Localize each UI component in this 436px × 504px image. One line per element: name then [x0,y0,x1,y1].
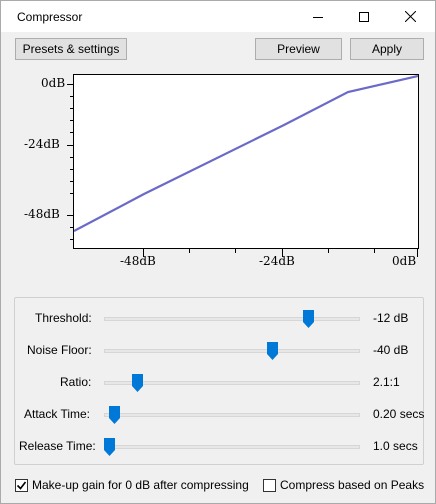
attack-time-label: Attack Time: [24,407,91,421]
noise-floor-label: Noise Floor: [27,343,92,357]
y-tick-label: -48dB [24,207,60,221]
makeup-gain-checkbox[interactable] [15,478,28,492]
y-tick-label: 0dB [41,76,66,90]
makeup-gain-label: Make-up gain for 0 dB after compressing [32,478,249,492]
compress-peaks-checkbox[interactable] [263,478,276,492]
ratio-slider-thumb[interactable] [131,374,143,392]
release-time-slider-thumb[interactable] [103,438,115,456]
checkmark-icon [16,481,27,490]
release-time-label: Release Time: [19,439,96,453]
presets-settings-button[interactable]: Presets & settings [15,38,127,60]
maximize-icon [359,11,369,22]
release-time-slider[interactable] [104,445,360,449]
ratio-label: Ratio: [60,375,92,389]
minimize-button[interactable] [295,1,341,32]
controls-panel [14,297,424,465]
close-button[interactable] [387,1,433,32]
close-icon [404,11,416,22]
release-time-value: 1.0 secs [373,439,418,453]
noise-floor-slider[interactable] [104,349,360,353]
noise-floor-value: -40 dB [373,343,409,357]
maximize-button[interactable] [341,1,387,32]
x-tick-label: 0dB [392,254,417,268]
preview-button[interactable]: Preview [255,38,342,60]
ratio-value: 2.1:1 [373,375,400,389]
title-bar: Compressor [1,1,435,32]
x-axis-ticks [143,249,418,257]
threshold-label: Threshold: [35,311,92,325]
attack-time-slider[interactable] [104,413,360,417]
compression-curve [74,75,418,232]
apply-button[interactable]: Apply [350,38,424,60]
ratio-slider[interactable] [104,381,360,385]
x-tick-label: -24dB [259,254,295,268]
x-tick-label: -48dB [120,254,156,268]
compress-peaks-label: Compress based on Peaks [280,478,425,492]
window-title: Compressor [17,10,83,24]
y-tick-label: -24dB [24,137,60,151]
makeup-gain-option[interactable]: Make-up gain for 0 dB after compressing [15,478,249,492]
threshold-value: -12 dB [373,311,409,325]
noise-floor-slider-thumb[interactable] [267,342,279,360]
attack-time-value: 0.20 secs [373,407,425,421]
attack-time-slider-thumb[interactable] [108,406,120,424]
threshold-slider-thumb[interactable] [303,310,315,328]
threshold-slider[interactable] [104,317,360,321]
compression-curve-graph [73,74,419,249]
minimize-icon [313,16,323,18]
compress-peaks-option[interactable]: Compress based on Peaks [263,478,424,492]
